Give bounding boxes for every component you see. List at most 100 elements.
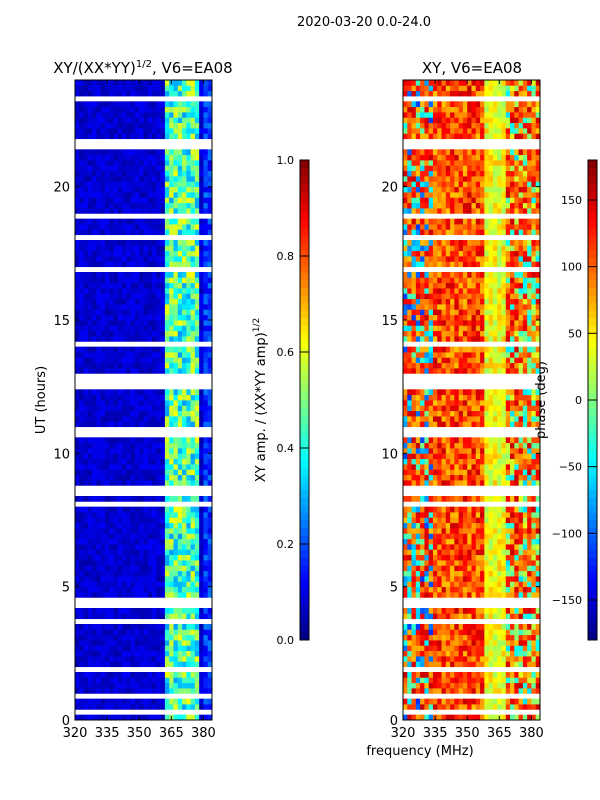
heatmap-cell — [445, 544, 451, 550]
heatmap-cell — [139, 117, 144, 124]
heatmap-cell — [527, 480, 532, 486]
heatmap-cell — [458, 672, 464, 678]
heatmap-cell — [83, 224, 89, 230]
heatmap-cell — [177, 181, 183, 188]
heatmap-cell — [203, 608, 209, 614]
heatmap-cell — [190, 538, 196, 545]
heatmap-cell — [117, 117, 123, 124]
heatmap-cell — [83, 346, 89, 353]
heatmap-cell — [454, 661, 460, 668]
heatmap-cell — [182, 330, 187, 337]
heatmap-cell — [122, 218, 127, 225]
heatmap-cell — [484, 458, 490, 465]
heatmap-cell — [143, 298, 149, 305]
heatmap-cell — [497, 661, 502, 668]
heatmap-cell — [199, 330, 204, 337]
heatmap-cell — [415, 346, 421, 353]
heatmap-cell — [173, 416, 179, 422]
heatmap-cell — [156, 288, 162, 294]
heatmap-cell — [424, 437, 430, 444]
heatmap-cell — [480, 682, 485, 689]
heatmap-cell — [113, 442, 119, 449]
heatmap-cell — [156, 592, 162, 598]
heatmap-cell — [194, 170, 200, 177]
heatmap-cell — [182, 613, 187, 620]
heatmap-cell — [480, 538, 485, 545]
heatmap-cell — [96, 314, 102, 321]
heatmap-cell — [113, 608, 119, 614]
heatmap-cell — [156, 133, 162, 140]
heatmap-cell — [92, 192, 97, 198]
heatmap-cell — [441, 362, 447, 369]
heatmap-cell — [411, 357, 417, 364]
heatmap-cell — [403, 554, 408, 561]
heatmap-cell — [79, 192, 84, 198]
heatmap-cell — [415, 629, 421, 636]
heatmap-cell — [79, 416, 84, 422]
heatmap-cell — [492, 512, 498, 518]
heatmap-cell — [122, 629, 127, 636]
heatmap-cell — [420, 704, 425, 710]
heatmap-cell — [173, 645, 179, 652]
heatmap-cell — [92, 672, 97, 678]
heatmap-cell — [79, 122, 84, 129]
heatmap-cell — [527, 629, 532, 636]
heatmap-cell — [92, 133, 97, 140]
heatmap-cell — [117, 672, 123, 678]
heatmap-cell — [522, 416, 528, 422]
heatmap-cell — [182, 656, 187, 662]
heatmap-cell — [75, 90, 80, 97]
heatmap-cell — [134, 309, 140, 316]
heatmap-cell — [109, 117, 114, 124]
heatmap-cell — [194, 672, 200, 678]
heatmap-cell — [411, 464, 417, 470]
heatmap-cell — [484, 586, 490, 593]
heatmap-cell — [186, 442, 191, 449]
heatmap-cell — [450, 496, 455, 502]
heatmap-cell — [471, 608, 477, 614]
heatmap-cell — [527, 394, 532, 401]
heatmap-cell — [199, 421, 204, 428]
heatmap-cell — [480, 581, 485, 588]
heatmap-cell — [177, 458, 183, 465]
heatmap-cell — [190, 160, 196, 166]
heatmap-cell — [203, 645, 209, 652]
heatmap-cell — [207, 314, 213, 321]
heatmap-cell — [147, 645, 153, 652]
heatmap-cell — [113, 256, 119, 262]
heatmap-cell — [441, 474, 447, 481]
heatmap-cell — [96, 570, 102, 577]
heatmap-cell — [497, 528, 502, 534]
heatmap-cell — [531, 656, 537, 662]
heatmap-cell — [173, 442, 179, 449]
heatmap-cell — [186, 506, 191, 513]
heatmap-cell — [79, 181, 84, 188]
heatmap-cell — [182, 282, 187, 289]
heatmap-cell — [100, 186, 106, 193]
heatmap-cell — [471, 533, 477, 540]
heatmap-cell — [432, 357, 438, 364]
heatmap-cell — [424, 661, 430, 668]
heatmap-cell — [535, 389, 541, 396]
heatmap-cell — [143, 522, 149, 529]
heatmap-cell — [164, 346, 170, 353]
heatmap-cell — [194, 314, 200, 321]
heatmap-cell — [152, 85, 157, 92]
heatmap-cell — [117, 608, 123, 614]
heatmap-cell — [518, 400, 524, 406]
heatmap-cell — [492, 416, 498, 422]
heatmap-cell — [83, 314, 89, 321]
heatmap-cell — [199, 437, 204, 444]
heatmap-cell — [510, 517, 515, 524]
heatmap-cell — [109, 645, 114, 652]
heatmap-cell — [160, 261, 166, 268]
x-tick-label: 320 — [63, 726, 88, 741]
heatmap-cell — [450, 522, 455, 529]
heatmap-cell — [415, 544, 421, 550]
heatmap-cell — [531, 645, 537, 652]
heatmap-cell — [194, 576, 200, 582]
heatmap-cell — [505, 714, 511, 721]
heatmap-cell — [160, 282, 166, 289]
heatmap-cell — [428, 437, 434, 444]
heatmap-cell — [411, 346, 417, 353]
